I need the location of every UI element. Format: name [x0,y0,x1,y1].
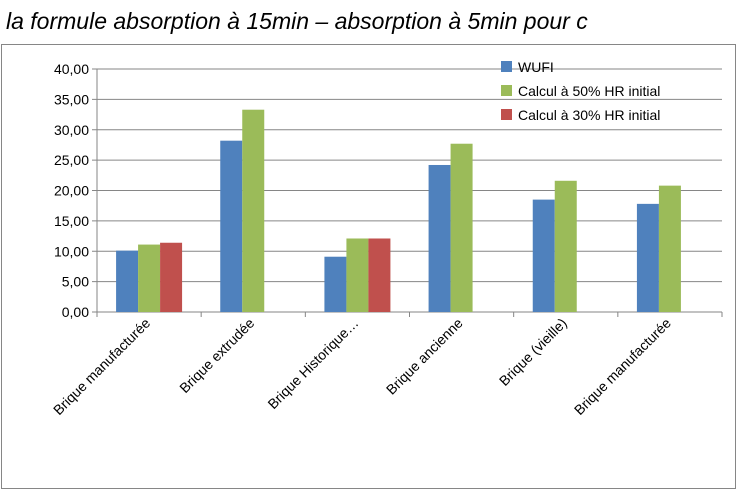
bar-wufi-5 [636,203,659,312]
bar-wufi-3 [428,164,451,312]
y-tick-label: 40,00 [54,61,89,77]
bar-calcul-30-hr-initial-2 [368,238,391,312]
y-tick-label: 5,00 [62,274,89,290]
y-tick-label: 0,00 [62,304,89,320]
bar-calcul-50-hr-initial-2 [346,238,369,312]
y-tick-label: 15,00 [54,213,89,229]
legend-label: Calcul à 30% HR initial [518,107,660,123]
legend-swatch [501,61,512,72]
y-tick-label: 25,00 [54,152,89,168]
x-category-label: Brique Historique… [264,315,361,412]
y-tick-label: 35,00 [54,91,89,107]
bar-wufi-2 [324,256,347,312]
legend-swatch [501,85,512,96]
bar-calcul-50-hr-initial-4 [554,180,577,312]
bar-wufi-4 [532,199,555,312]
y-tick-label: 10,00 [54,243,89,259]
x-category-label: Brique ancienne [383,315,466,398]
bar-wufi-1 [220,140,243,312]
y-tick-label: 20,00 [54,183,89,199]
bar-calcul-50-hr-initial-0 [138,244,161,312]
bar-calcul-50-hr-initial-1 [242,109,265,312]
x-category-label: Brique manufacturée [571,315,674,418]
legend-label: WUFI [518,59,554,75]
chart-caption: la formule absorption à 15min – absorpti… [0,0,739,42]
legend-label: Calcul à 50% HR initial [518,83,660,99]
bar-calcul-50-hr-initial-5 [658,185,681,312]
x-category-label: Brique (vieille) [496,315,570,389]
y-tick-label: 30,00 [54,122,89,138]
x-category-label: Brique manufacturée [50,315,153,418]
bar-wufi-0 [116,250,139,312]
x-category-label: Brique extrudée [176,315,257,396]
bar-calcul-30-hr-initial-0 [160,242,183,312]
bar-calcul-50-hr-initial-3 [450,143,473,312]
legend-swatch [501,109,512,120]
